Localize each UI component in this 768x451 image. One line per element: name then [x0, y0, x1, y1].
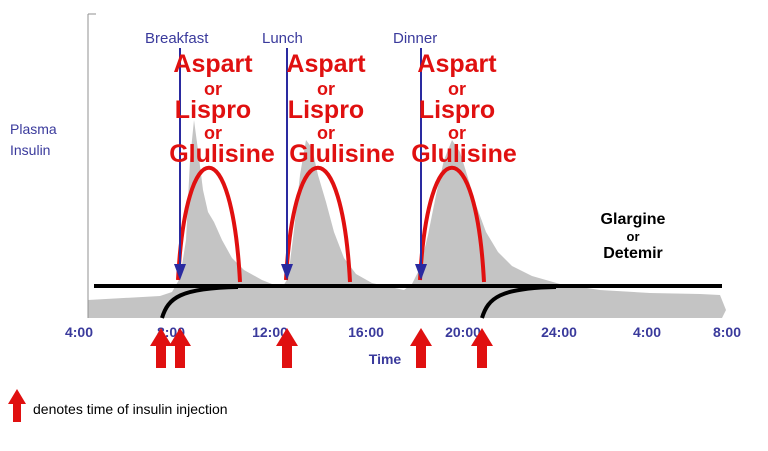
meal-arrow-dinner — [415, 48, 427, 280]
basal-insulin-label: Glargine or Detemir — [601, 211, 666, 262]
bolus-name-2: Lispro — [419, 96, 495, 124]
x-tick-label: 4:00 — [65, 324, 93, 340]
physiologic-insulin-profile — [88, 120, 726, 318]
basal-onset-curve-evening — [480, 285, 557, 319]
bolus-or-1: or — [204, 79, 222, 99]
basal-name-1: Glargine — [601, 211, 666, 228]
basal-name-2: Detemir — [603, 245, 663, 262]
bolus-or-1: or — [317, 79, 335, 99]
injection-arrow-breakfast-b — [169, 328, 191, 368]
bolus-name-1: Aspart — [417, 50, 497, 78]
legend-arrow-icon — [8, 389, 26, 422]
bolus-label-dinner: Aspart or Lispro or Glulisine — [411, 50, 517, 168]
x-tick-label: 12:00 — [252, 324, 288, 340]
y-axis-label-line2: Insulin — [10, 142, 50, 158]
bolus-curve-dinner — [418, 166, 486, 283]
bolus-or-2: or — [317, 123, 335, 143]
injection-arrow-lunch — [276, 328, 298, 368]
bolus-name-3: Glulisine — [411, 140, 517, 168]
bolus-name-1: Aspart — [286, 50, 366, 78]
x-tick-label: 16:00 — [348, 324, 384, 340]
x-tick-label: 4:00 — [633, 324, 661, 340]
injection-arrow-bedtime — [471, 328, 493, 368]
bolus-or-1: or — [448, 79, 466, 99]
bolus-name-3: Glulisine — [169, 140, 275, 168]
x-tick-label: 20:00 — [445, 324, 481, 340]
basal-onset-curve-morning — [160, 285, 239, 319]
x-axis-label: Time — [369, 351, 402, 367]
bolus-label-breakfast: Aspart or Lispro or Glulisine — [169, 50, 275, 168]
injection-arrow-dinner — [410, 328, 432, 368]
meal-label-breakfast: Breakfast — [145, 30, 209, 47]
bolus-name-2: Lispro — [288, 96, 364, 124]
bolus-curve-breakfast — [176, 166, 242, 283]
meal-arrow-breakfast — [174, 48, 186, 280]
bolus-name-3: Glulisine — [289, 140, 395, 168]
bolus-or-2: or — [448, 123, 466, 143]
bolus-or-2: or — [204, 123, 222, 143]
basal-or: or — [627, 229, 640, 244]
legend: denotes time of insulin injection — [8, 389, 228, 422]
bolus-name-2: Lispro — [175, 96, 251, 124]
y-axis-label-line1: Plasma — [10, 121, 57, 137]
bolus-name-1: Aspart — [173, 50, 253, 78]
bolus-label-lunch: Aspart or Lispro or Glulisine — [286, 50, 394, 168]
meal-arrow-lunch — [281, 48, 293, 280]
x-tick-label: 24:00 — [541, 324, 577, 340]
legend-text: denotes time of insulin injection — [33, 401, 228, 417]
injection-arrow-breakfast-a — [150, 328, 172, 368]
x-tick-label: 8:00 — [713, 324, 741, 340]
meal-label-dinner: Dinner — [393, 30, 437, 47]
bolus-curve-lunch — [284, 166, 352, 283]
meal-label-lunch: Lunch — [262, 30, 303, 47]
